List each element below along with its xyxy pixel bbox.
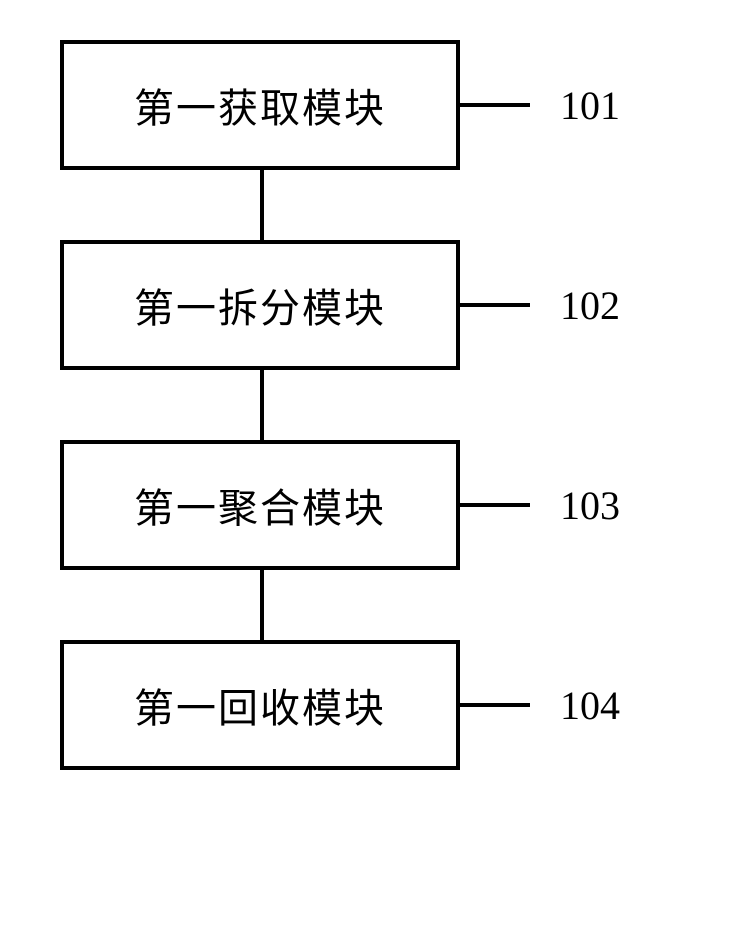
module-box-text: 第一聚合模块 [134,476,386,534]
connector-vertical [260,570,264,640]
connector-horizontal [460,503,530,507]
module-label: 101 [560,82,620,129]
diagram-row: 第一获取模块 101 [60,40,700,170]
diagram-row: 第一回收模块 104 [60,640,700,770]
module-label: 103 [560,482,620,529]
connector-horizontal [460,303,530,307]
connector-vertical [260,170,264,240]
module-box-3: 第一聚合模块 [60,440,460,570]
module-box-1: 第一获取模块 [60,40,460,170]
module-box-4: 第一回收模块 [60,640,460,770]
connector-horizontal [460,703,530,707]
diagram-row: 第一聚合模块 103 [60,440,700,570]
connector-horizontal [460,103,530,107]
module-box-2: 第一拆分模块 [60,240,460,370]
module-box-text: 第一回收模块 [134,676,386,734]
connector-vertical [260,370,264,440]
module-box-text: 第一拆分模块 [134,276,386,334]
module-label: 102 [560,282,620,329]
module-box-text: 第一获取模块 [134,76,386,134]
diagram-row: 第一拆分模块 102 [60,240,700,370]
flowchart-diagram: 第一获取模块 101 第一拆分模块 102 第一聚合模块 103 第一回收模块 … [60,40,700,770]
module-label: 104 [560,682,620,729]
